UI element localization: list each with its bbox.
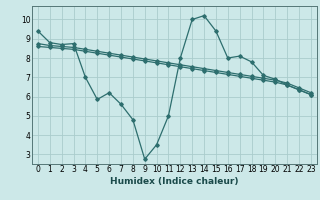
X-axis label: Humidex (Indice chaleur): Humidex (Indice chaleur) [110,177,239,186]
